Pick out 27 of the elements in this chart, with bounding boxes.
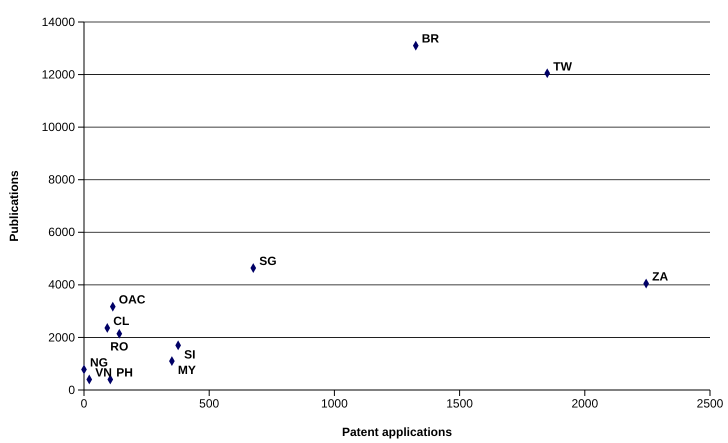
annotation: PH xyxy=(116,365,133,380)
y-tick-label: 12000 xyxy=(42,67,76,82)
y-tick-label: 2000 xyxy=(48,330,76,344)
x-tick-label: 2000 xyxy=(571,396,598,411)
annotation: SG xyxy=(259,254,277,268)
annotation: BR xyxy=(422,32,440,46)
y-tick-label: 0 xyxy=(68,382,76,397)
y-tick-label: 4000 xyxy=(48,278,76,292)
y-tick-label: 10000 xyxy=(42,120,76,134)
y-axis-title: Publications xyxy=(7,170,21,242)
x-tick-label: 500 xyxy=(199,396,220,411)
y-tick-label: 6000 xyxy=(48,225,76,240)
annotation: MY xyxy=(178,363,196,378)
annotation: ZA xyxy=(652,270,668,284)
annotation: NG xyxy=(90,355,108,370)
x-tick-label: 1500 xyxy=(446,396,474,411)
annotation: SI xyxy=(184,347,196,362)
annotation: OAC xyxy=(118,292,146,307)
annotation: RO xyxy=(110,340,128,354)
y-tick-label: 8000 xyxy=(48,172,76,187)
x-axis-title: Patent applications xyxy=(342,425,452,439)
x-tick-label: 0 xyxy=(80,396,88,411)
x-tick-label: 1000 xyxy=(321,396,348,411)
x-tick-label: 2500 xyxy=(696,396,724,411)
y-tick-label: 14000 xyxy=(42,14,76,29)
annotation: TW xyxy=(553,59,573,74)
annotation: CL xyxy=(113,314,130,328)
